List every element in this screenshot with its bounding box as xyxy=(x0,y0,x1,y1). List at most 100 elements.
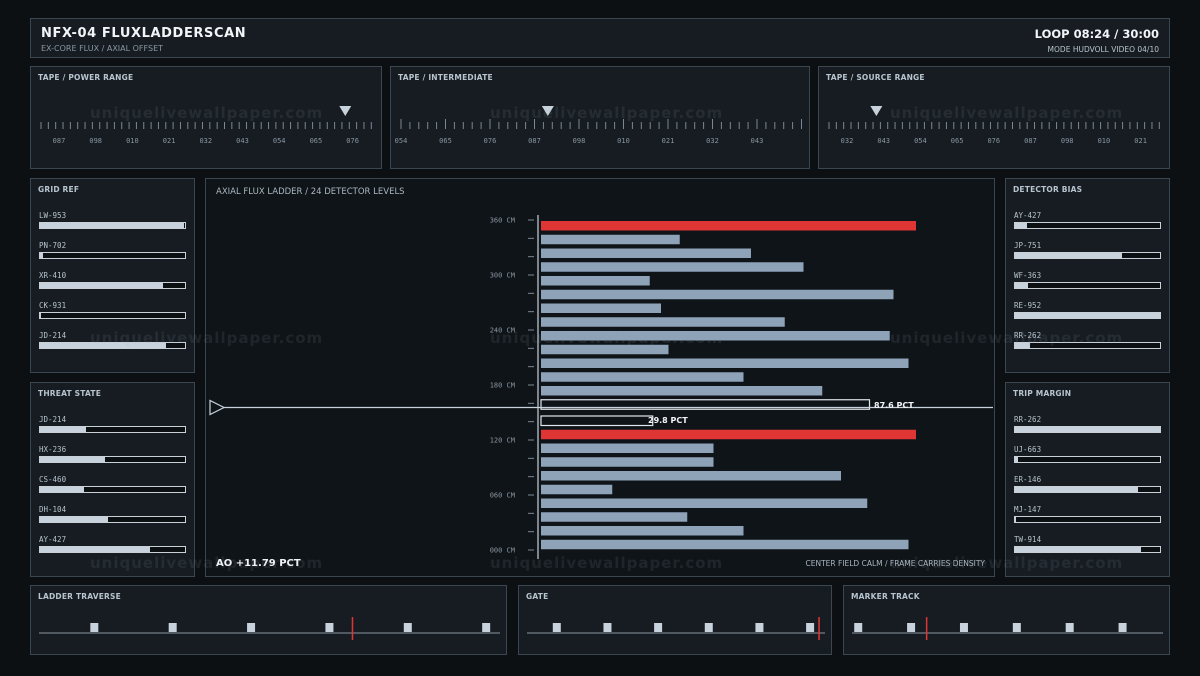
track-marker xyxy=(168,623,177,632)
bar-fill xyxy=(40,517,109,522)
detector-level-bar xyxy=(541,484,613,495)
ladder-footnote: CENTER FIELD CALM / FRAME CARRIES DENSIT… xyxy=(805,559,985,568)
bar-fill xyxy=(40,283,164,288)
bar-row: CK-931 xyxy=(39,301,186,319)
bar-label: CS-460 xyxy=(39,475,67,484)
upper-marker-label: 87.6 PCT xyxy=(874,401,914,410)
bar-fill xyxy=(40,457,106,462)
track-marker xyxy=(403,623,412,632)
track-marker xyxy=(704,623,713,632)
detector-level-bar xyxy=(540,399,871,410)
bar-track xyxy=(39,312,186,319)
bar-fill xyxy=(1015,487,1139,492)
tape-title: TAPE / SOURCE RANGE xyxy=(826,73,925,82)
track-marker xyxy=(907,623,916,632)
detector-level-bar xyxy=(541,512,688,522)
detector-level-bar xyxy=(541,262,804,272)
bar-row: UJ-663 xyxy=(1014,445,1161,463)
tape-source-range: TAPE / SOURCE RANGE 032 043 054 065 076 087 09… xyxy=(818,66,1170,169)
track-marker xyxy=(552,623,561,632)
trip-margin-panel: TRIP MARGIN RR-262 UJ-663 ER-146 MJ-147 TW-9… xyxy=(1005,382,1170,577)
tape-tick-label: 043 xyxy=(236,137,249,145)
tape-tick-label: 032 xyxy=(706,137,719,145)
panel-title: THREAT STATE xyxy=(38,389,102,398)
bar-row: AY-427 xyxy=(39,535,186,553)
bar-label: XR-410 xyxy=(39,271,67,280)
tape-intermediate: TAPE / INTERMEDIATE 054 065 076 087 098 010 02… xyxy=(390,66,810,169)
bar-fill xyxy=(40,223,184,228)
ladder-tick-label: 000 CM xyxy=(490,547,515,555)
panel-title: TRIP MARGIN xyxy=(1013,389,1072,398)
tape-tick-label: 065 xyxy=(310,137,323,145)
track-marker xyxy=(755,623,764,632)
bar-row: RR-262 xyxy=(1014,331,1161,349)
bar-label: JD-214 xyxy=(39,331,67,340)
cursor-arrow-icon xyxy=(209,399,226,416)
tape-tick-label: 021 xyxy=(1134,137,1147,145)
ladder-tick-label: 300 CM xyxy=(490,272,515,280)
bar-track xyxy=(39,456,186,463)
bar-label: DH-104 xyxy=(39,505,67,514)
ladder-tick-label: 240 CM xyxy=(490,327,515,335)
track-marker xyxy=(603,623,612,632)
bar-label: JP-751 xyxy=(1014,241,1042,250)
app-subtitle: EX-CORE FLUX / AXIAL OFFSET xyxy=(41,44,164,53)
tape-scale: 032 043 054 065 076 087 098 010 021 xyxy=(828,106,1160,145)
bar-label: AY-427 xyxy=(1014,211,1042,220)
track-title: GATE xyxy=(526,592,549,601)
tape-power-range: TAPE / POWER RANGE 087 098 010 021 032 043 054… xyxy=(30,66,382,169)
bar-row: AY-427 xyxy=(1014,211,1161,229)
tape-title: TAPE / INTERMEDIATE xyxy=(398,73,493,82)
tape-tick-label: 098 xyxy=(1061,137,1074,145)
panel-title: GRID REF xyxy=(38,185,80,194)
tape-title: TAPE / POWER RANGE xyxy=(38,73,134,82)
detector-level-bar xyxy=(540,415,654,427)
detector-bias-panel: DETECTOR BIAS AY-427 JP-751 WF-363 RE-952 RR… xyxy=(1005,178,1170,373)
bar-label: PN-702 xyxy=(39,241,67,250)
track-marker xyxy=(482,623,491,632)
bar-fill xyxy=(1015,547,1142,552)
bar-row: ER-146 xyxy=(1014,475,1161,493)
gate-track: GATE xyxy=(518,585,832,655)
bar-fill xyxy=(1015,253,1123,258)
track-marker xyxy=(325,623,334,632)
bar-fill xyxy=(1015,427,1160,432)
bar-fill xyxy=(40,253,43,258)
detector-level-bar xyxy=(541,386,823,396)
bar-fill xyxy=(1015,313,1160,318)
tape-scale: 054 065 076 087 098 010 021 032 043 xyxy=(395,106,802,145)
detector-level-bar xyxy=(541,303,661,313)
tape-tick-label: 065 xyxy=(439,137,452,145)
bar-row: MJ-147 xyxy=(1014,505,1161,523)
bar-row: RE-952 xyxy=(1014,301,1161,319)
bar-track xyxy=(1014,342,1161,349)
track-marker xyxy=(1118,623,1127,632)
bar-label: CK-931 xyxy=(39,301,67,310)
tape-tick-label: 010 xyxy=(617,137,630,145)
tape-scale: 087 098 010 021 032 043 054 065 076 xyxy=(40,106,372,145)
detector-level-bar xyxy=(541,289,894,300)
track-marker xyxy=(854,623,863,632)
ladder-chart: 360 CM 300 CM 240 CM 180 CM 120 CM 060 CM 000 … xyxy=(209,215,993,559)
tape-tick-label: 043 xyxy=(877,137,890,145)
tape-tick-label: 087 xyxy=(1024,137,1037,145)
bar-label: RR-262 xyxy=(1014,415,1042,424)
panel-title: DETECTOR BIAS xyxy=(1013,185,1083,194)
tape-tick-label: 010 xyxy=(126,137,139,145)
tape-tick-label: 087 xyxy=(528,137,541,145)
bar-track xyxy=(39,252,186,259)
bar-row: CS-460 xyxy=(39,475,186,493)
bar-track xyxy=(1014,516,1161,523)
bar-row: JD-214 xyxy=(39,331,186,349)
bar-track xyxy=(1014,456,1161,463)
bar-row: PN-702 xyxy=(39,241,186,259)
track-title: MARKER TRACK xyxy=(851,592,920,601)
track-marker xyxy=(1012,623,1021,632)
tape-tick-label: 098 xyxy=(89,137,102,145)
detector-level-bar xyxy=(541,234,680,245)
track-marker xyxy=(90,623,99,632)
bar-fill xyxy=(1015,457,1018,462)
ladder-traverse-track: LADDER TRAVERSE xyxy=(30,585,507,655)
tape-tick-label: 021 xyxy=(163,137,176,145)
detector-level-bar xyxy=(541,221,916,231)
